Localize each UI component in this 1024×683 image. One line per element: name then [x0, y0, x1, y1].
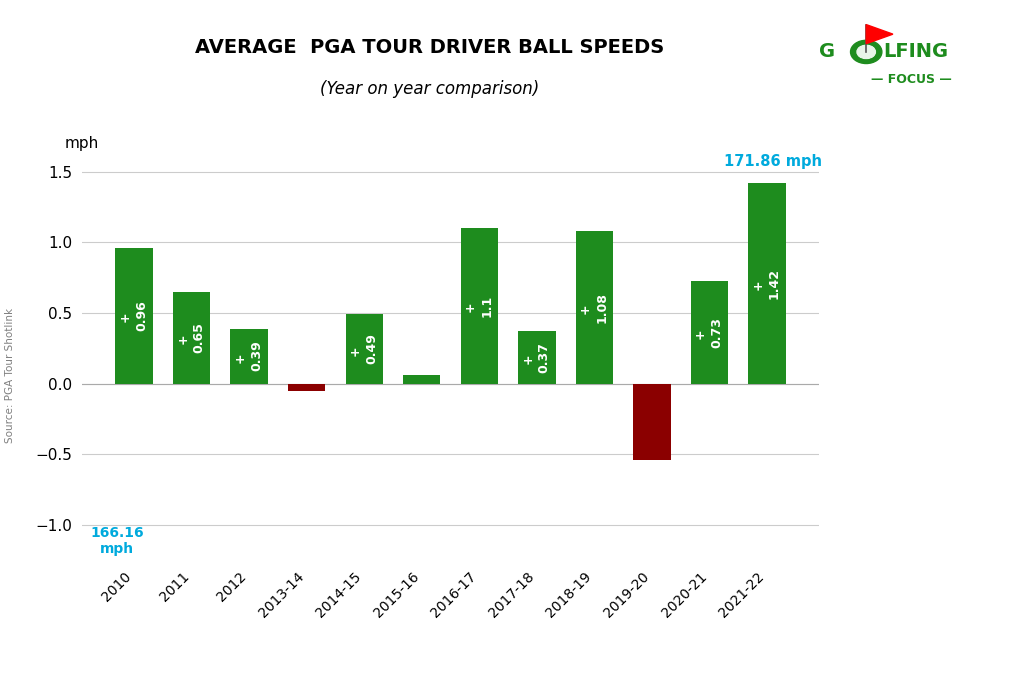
- Text: + 
0.49: + 0.49: [350, 333, 378, 365]
- Bar: [173, 292, 210, 384]
- Polygon shape: [866, 25, 893, 44]
- Text: G: G: [819, 42, 836, 61]
- Text: LFING: LFING: [884, 42, 949, 61]
- Text: + 
0.73: + 0.73: [695, 317, 724, 348]
- Text: mph: mph: [66, 136, 99, 151]
- Text: + 
1.08: + 1.08: [581, 292, 608, 323]
- Bar: [288, 384, 326, 391]
- Bar: [116, 248, 153, 384]
- Bar: [403, 375, 440, 384]
- Text: Source: PGA Tour Shotlink: Source: PGA Tour Shotlink: [5, 308, 15, 443]
- Bar: [518, 331, 556, 384]
- Text: + 
1.42: + 1.42: [753, 268, 781, 299]
- Text: + 
0.37: + 0.37: [523, 342, 551, 373]
- Text: + 
0.96: + 0.96: [120, 301, 148, 331]
- Bar: [575, 231, 613, 384]
- Bar: [691, 281, 728, 384]
- Text: + 
0.65: + 0.65: [177, 322, 206, 353]
- Text: (Year on year comparison): (Year on year comparison): [321, 80, 540, 98]
- Text: + 
1.1: + 1.1: [465, 295, 494, 317]
- Bar: [345, 314, 383, 384]
- Text: AVERAGE  PGA TOUR DRIVER BALL SPEEDS: AVERAGE PGA TOUR DRIVER BALL SPEEDS: [196, 38, 665, 57]
- Bar: [230, 329, 268, 384]
- Circle shape: [851, 40, 882, 64]
- Bar: [633, 384, 671, 460]
- Bar: [461, 228, 498, 384]
- Text: — FOCUS —: — FOCUS —: [871, 72, 951, 86]
- Text: 166.16
mph: 166.16 mph: [90, 526, 143, 556]
- Circle shape: [857, 45, 876, 59]
- Text: + 
0.39: + 0.39: [236, 341, 263, 372]
- Text: -(0.54): -(0.54): [628, 339, 676, 352]
- Bar: [749, 183, 785, 384]
- Text: 171.86 mph: 171.86 mph: [724, 154, 821, 169]
